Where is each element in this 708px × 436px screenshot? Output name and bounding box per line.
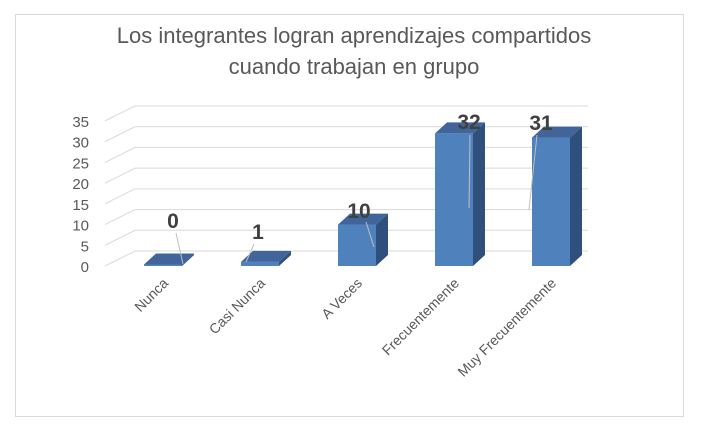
bar-top <box>241 250 291 262</box>
leader-line <box>245 243 255 263</box>
bar-front <box>435 133 473 266</box>
chart-title: Los integrantes logran aprendizajes comp… <box>0 20 708 82</box>
y-tick-label: 25 <box>72 155 89 172</box>
x-tick-label: A Veces <box>318 275 365 322</box>
x-tick-label: Casi Nunca <box>206 275 269 338</box>
gridline <box>104 167 588 184</box>
data-label-leaders <box>175 134 538 265</box>
y-tick-label: 5 <box>81 238 89 255</box>
bar-top <box>144 253 194 265</box>
y-tick-label: 0 <box>81 259 89 276</box>
x-tick-label: Frecuentemente <box>379 275 463 359</box>
x-axis-ticks: Nunca Casi Nunca A Veces FrecuentementeMuy … <box>131 275 559 380</box>
leader-line <box>468 134 471 209</box>
bar-2 <box>241 250 291 266</box>
bar-side <box>473 122 485 266</box>
bar-side <box>376 213 388 266</box>
chart-title-line-2: cuando trabajan en grupo <box>228 54 480 79</box>
bar-4 <box>435 122 485 266</box>
bar-front <box>338 224 376 266</box>
leader-line <box>528 134 538 211</box>
bar-side <box>570 126 582 266</box>
data-label: 1 <box>252 221 264 244</box>
bar-front <box>144 264 182 266</box>
data-labels: 0 1 10 32 31 <box>167 111 553 244</box>
x-tick-label: Nunca <box>131 275 171 315</box>
bar-top <box>435 122 485 134</box>
chart-title-line-1: Los integrantes logran aprendizajes comp… <box>116 23 592 48</box>
data-label: 10 <box>347 200 370 223</box>
bar-side <box>279 250 291 266</box>
bar-top <box>338 213 388 225</box>
y-tick-label: 10 <box>72 218 89 235</box>
bar-1 <box>144 253 194 266</box>
data-label: 31 <box>529 112 553 135</box>
gridline <box>104 105 588 122</box>
y-tick-label: 30 <box>72 135 89 152</box>
gridline <box>104 146 588 163</box>
data-label: 32 <box>457 111 480 134</box>
bar-top <box>532 126 582 138</box>
bar-side <box>182 253 194 266</box>
leader-line <box>175 232 184 265</box>
bar-front <box>241 261 279 266</box>
leader-line <box>365 221 375 248</box>
y-tick-label: 15 <box>72 197 89 214</box>
bar-5 <box>532 126 582 266</box>
bars <box>144 122 582 266</box>
bar-front <box>532 137 570 266</box>
y-tick-label: 20 <box>72 176 89 193</box>
x-tick-label: Muy Frecuentemente <box>454 275 559 380</box>
y-tick-label: 35 <box>72 114 89 131</box>
gridline <box>104 126 588 143</box>
y-axis-ticks: 0 5 10 15 20 25 30 35 <box>72 114 89 276</box>
data-label: 0 <box>167 210 179 233</box>
bar-3 <box>338 213 388 266</box>
